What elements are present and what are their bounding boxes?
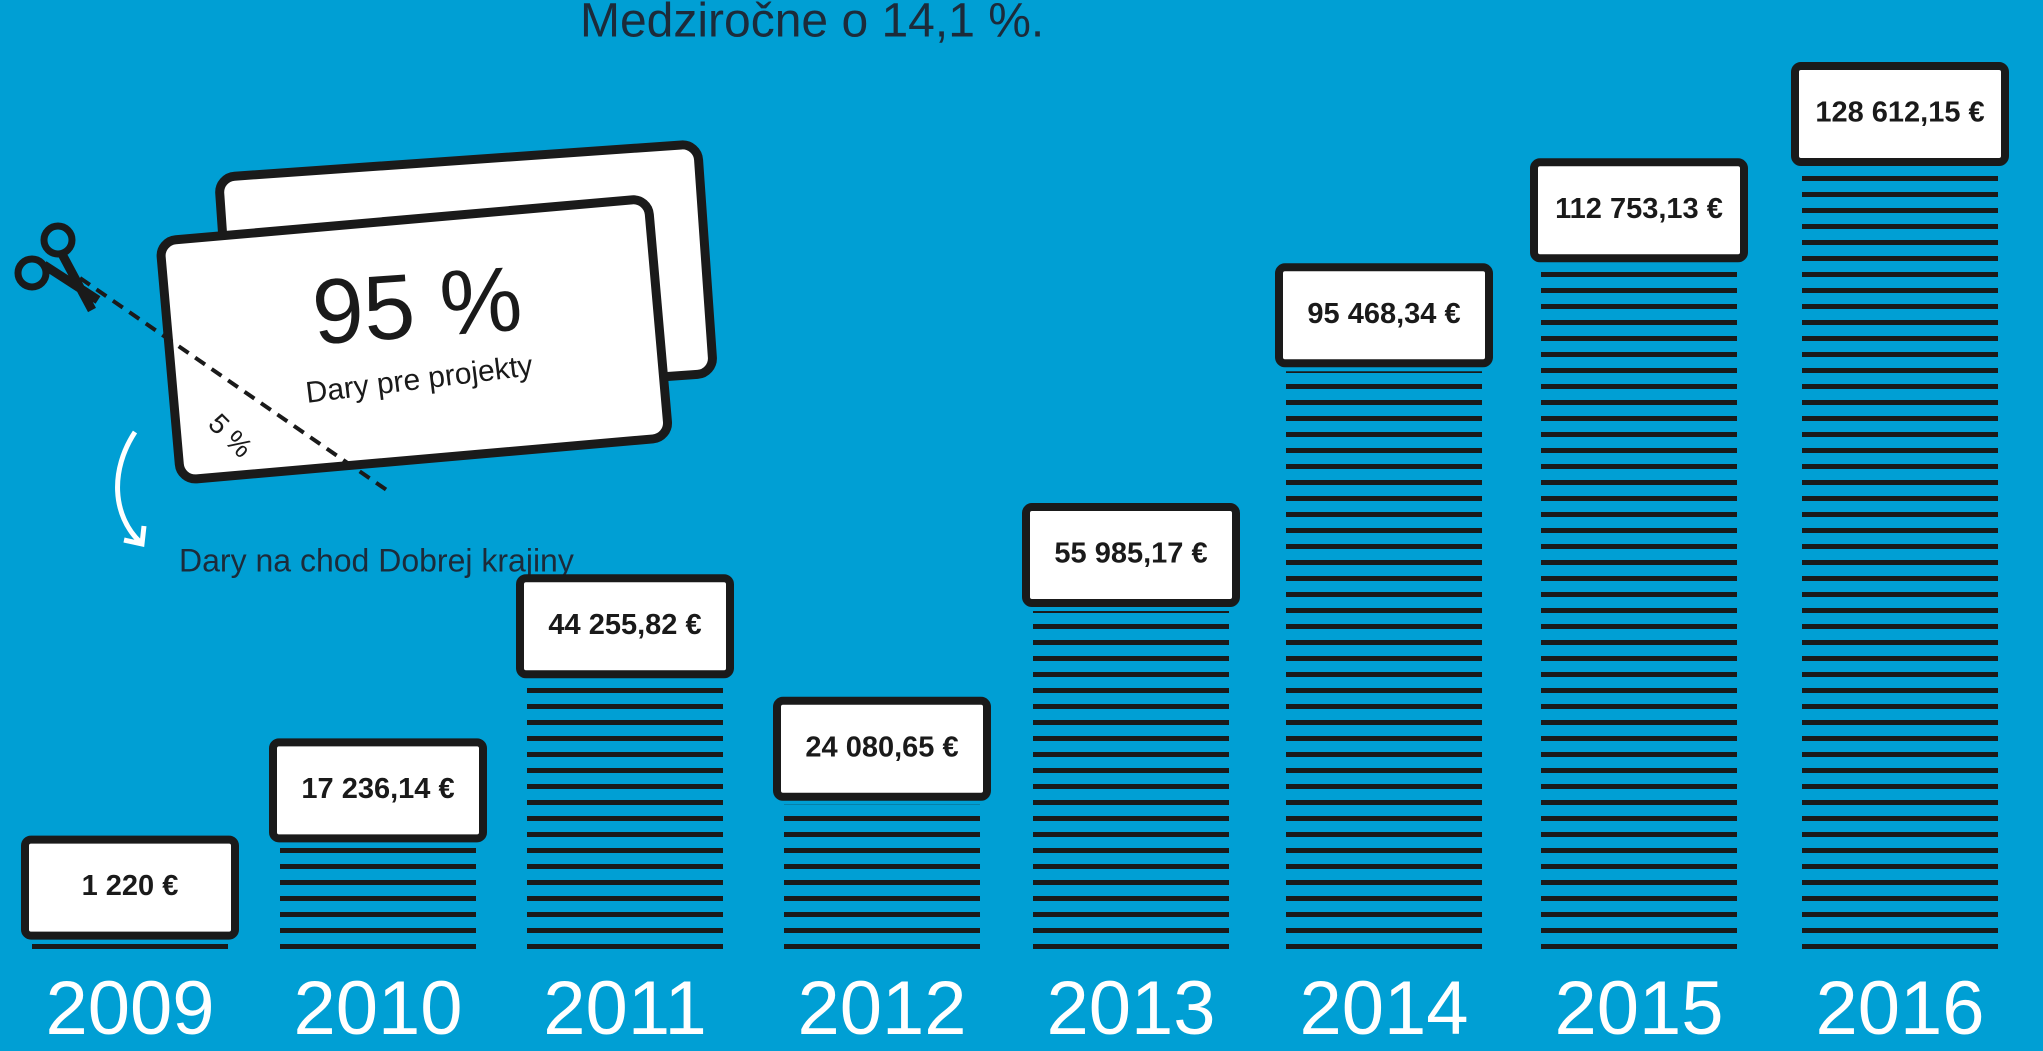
bar bbox=[1802, 170, 1998, 951]
value-label: 1 220 € bbox=[82, 870, 179, 902]
bar bbox=[1286, 371, 1482, 951]
value-label: 112 753,13 € bbox=[1555, 193, 1723, 225]
share-main: 95 % bbox=[309, 248, 525, 364]
x-tick-label: 2009 bbox=[45, 966, 214, 1051]
bar bbox=[527, 682, 723, 951]
bar bbox=[280, 846, 476, 951]
share-minor-label: Dary na chod Dobrej krajiny bbox=[179, 542, 574, 578]
chart-title: Medziročne o 14,1 %. bbox=[580, 0, 1044, 48]
x-tick-label: 2011 bbox=[543, 966, 706, 1051]
chart: Medziročne o 14,1 %. 95 % Dary pre proje… bbox=[0, 0, 2043, 1051]
value-label: 17 236,14 € bbox=[301, 773, 454, 805]
value-label: 55 985,17 € bbox=[1054, 538, 1207, 570]
x-tick-label: 2010 bbox=[293, 966, 462, 1051]
bar bbox=[1033, 611, 1229, 951]
x-tick-label: 2016 bbox=[1815, 966, 1984, 1051]
x-tick-label: 2014 bbox=[1299, 966, 1468, 1051]
bar bbox=[32, 944, 228, 951]
value-label: 128 612,15 € bbox=[1815, 97, 1984, 129]
x-tick-label: 2013 bbox=[1046, 966, 1215, 1051]
x-tick-label: 2015 bbox=[1554, 966, 1723, 1051]
x-tick-label: 2012 bbox=[797, 966, 966, 1051]
value-label: 24 080,65 € bbox=[805, 731, 958, 763]
bar bbox=[784, 805, 980, 951]
bar bbox=[1541, 266, 1737, 951]
value-label: 44 255,82 € bbox=[548, 609, 701, 641]
value-label: 95 468,34 € bbox=[1307, 298, 1460, 330]
